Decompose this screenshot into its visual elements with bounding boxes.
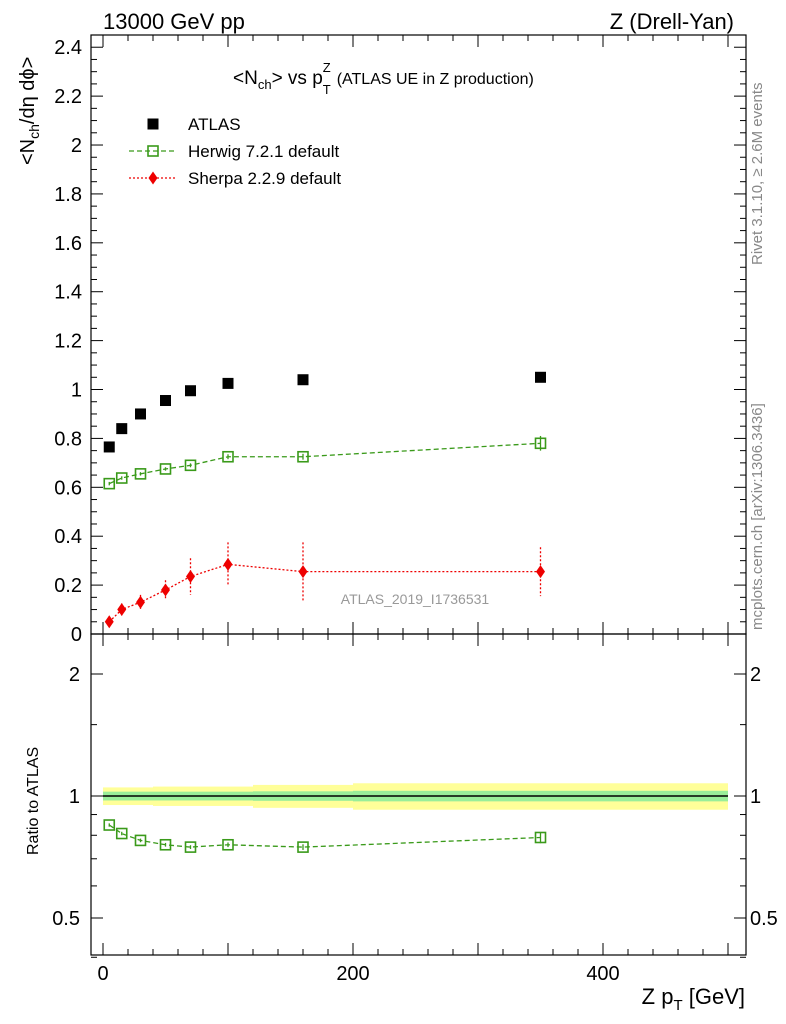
main-sherpa-point [161, 583, 170, 597]
main-atlas-point [116, 423, 128, 435]
xtick-label: 0 [97, 963, 108, 985]
ratio-panel-frame [90, 633, 747, 956]
title-prefix: <N [233, 68, 258, 89]
legend-label: ATLAS [188, 115, 241, 134]
panel-frames [90, 34, 747, 956]
legend-marker [147, 118, 159, 130]
plot-title: <Nch> vs pTZ (ATLAS UE in Z production) [233, 60, 534, 97]
ratio-herwig-point [103, 819, 116, 831]
main-herwig-point [222, 450, 234, 463]
main-ytick-label: 1.4 [54, 282, 82, 304]
title-rest: (ATLAS UE in Z production) [337, 71, 534, 88]
main-herwig-point [184, 459, 197, 472]
main-ytick-label: 1.6 [54, 233, 82, 255]
ratio-herwig-line [108, 824, 541, 848]
main-ytick-label: 1 [71, 380, 82, 402]
ylabel-prefix: <N [17, 139, 39, 165]
main-herwig-point [115, 472, 128, 484]
main-sherpa-point [223, 557, 233, 571]
main-sherpa-point [136, 595, 145, 609]
legend-marker [147, 145, 159, 157]
data-markers [103, 371, 547, 853]
main-ytick-label: 0.4 [54, 526, 82, 548]
main-ytick-label: 2.2 [54, 86, 82, 108]
main-sherpa-point [186, 570, 195, 584]
y-axis-label-top: <Nch/dη dϕ> [17, 57, 42, 165]
ratio-ytick-label: 0.5 [52, 908, 80, 930]
xlabel-rest: [GeV] [683, 984, 745, 1009]
main-ytick-label: 1.8 [54, 184, 82, 206]
xlabel-prefix: Z p [642, 984, 674, 1009]
ratio-ytick-label-right: 1 [750, 786, 761, 808]
legend-label: Sherpa 2.2.9 default [188, 169, 341, 188]
main-herwig-point [159, 463, 172, 475]
axis-ticks: 0 0.2 0.4 0.6 0.8 1 1.2 1.4 1.6 1.8 2 2.2 2.4 0 200 400… [52, 34, 778, 985]
rivet-label: Rivet 3.1.10, ≥ 2.6M events [749, 83, 766, 266]
legend-label: Herwig 7.2.1 default [188, 142, 339, 161]
ratio-ytick-label-right: 2 [750, 664, 761, 686]
main-ytick-label: 1.2 [54, 331, 82, 353]
title-sub2: T [323, 82, 331, 97]
main-atlas-point [103, 441, 115, 453]
legend-marker [148, 171, 158, 185]
y-axis-label-bottom: Ratio to ATLAS [25, 747, 42, 855]
main-ytick-label: 0.6 [54, 477, 82, 499]
main-ytick-label: 0.8 [54, 428, 82, 450]
ratio-herwig-point [222, 838, 234, 851]
main-sherpa-point [298, 565, 308, 579]
main-atlas-point [297, 374, 309, 386]
xtick-label: 200 [336, 963, 369, 985]
main-sherpa-point [104, 615, 114, 629]
title-sub1: ch [258, 77, 272, 92]
xtick-label: 400 [586, 963, 619, 985]
ratio-herwig-point [184, 841, 197, 853]
title-mid: > vs p [272, 68, 323, 89]
main-ytick-label: 0.2 [54, 575, 82, 597]
mcplots-label: mcplots.cern.ch [arXiv:1306.3436] [749, 403, 766, 630]
main-atlas-point [185, 385, 196, 397]
main-atlas-point [160, 395, 171, 407]
ratio-herwig-point [159, 838, 172, 851]
main-sherpa-point [117, 603, 127, 617]
main-ytick-label: 2.4 [54, 37, 82, 59]
main-sherpa-point [536, 565, 545, 579]
legend: ATLAS Herwig 7.2.1 default Sherpa 2.2.9 de… [129, 115, 341, 188]
header-right: Z (Drell-Yan) [610, 9, 734, 34]
main-herwig-point [297, 450, 309, 463]
title-sup: Z [323, 60, 331, 75]
main-ytick-label: 2 [71, 135, 82, 157]
ratio-herwig-point [534, 831, 547, 844]
main-atlas-point [135, 408, 146, 420]
main-atlas-point [535, 371, 546, 383]
main-ytick-label: 0 [71, 624, 82, 646]
ratio-herwig-point [297, 841, 309, 853]
xlabel-sub: T [673, 997, 682, 1014]
analysis-watermark: ATLAS_2019_I1736531 [341, 591, 490, 607]
ratio-herwig-point [134, 834, 147, 847]
main-herwig-line [108, 442, 541, 485]
ylabel-sub: ch [26, 124, 42, 139]
ratio-ytick-label: 2 [69, 664, 80, 686]
main-herwig-point [103, 477, 116, 490]
ylabel-rest: /dη dϕ> [17, 57, 39, 124]
ratio-ytick-label: 1 [69, 786, 80, 808]
main-atlas-point [222, 377, 234, 389]
ratio-herwig-point [115, 827, 128, 840]
header-left: 13000 GeV pp [103, 9, 245, 34]
main-herwig-point [134, 468, 147, 480]
main-herwig-point [534, 437, 547, 450]
ratio-ytick-label-right: 0.5 [750, 908, 778, 930]
x-axis-label: Z pT [GeV] [642, 984, 745, 1014]
